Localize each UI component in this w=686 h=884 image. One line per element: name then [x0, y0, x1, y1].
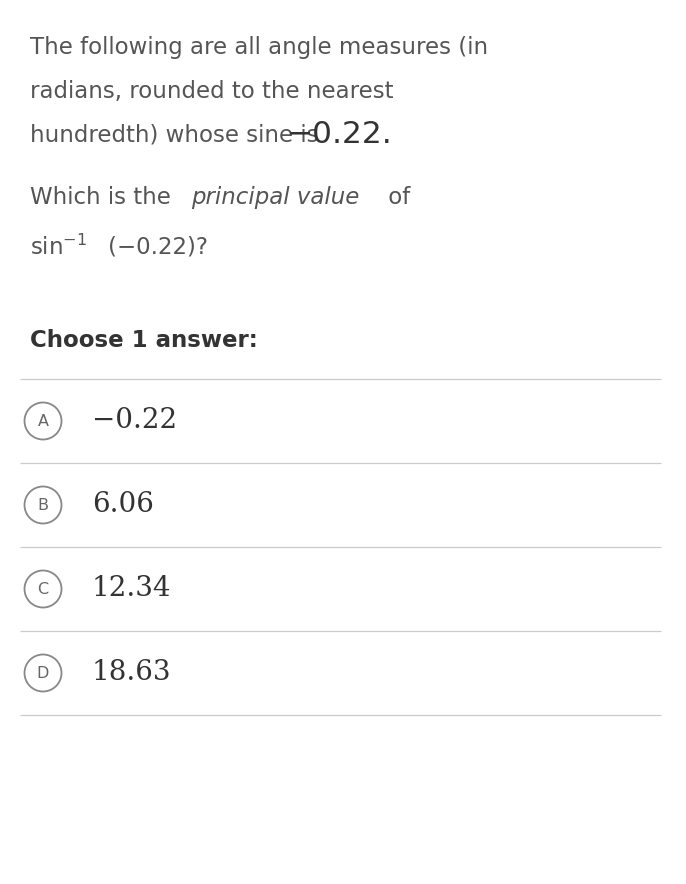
Text: radians, rounded to the nearest: radians, rounded to the nearest [30, 80, 394, 103]
Text: 18.63: 18.63 [92, 659, 172, 687]
Text: C: C [38, 582, 49, 597]
Text: −0.22.: −0.22. [287, 120, 393, 149]
Text: B: B [38, 498, 49, 513]
Text: −0.22: −0.22 [92, 408, 177, 435]
Text: of: of [381, 186, 410, 209]
Text: 12.34: 12.34 [92, 575, 172, 603]
Text: $\mathrm{sin}^{-1}$: $\mathrm{sin}^{-1}$ [30, 235, 87, 260]
Text: D: D [37, 666, 49, 681]
Text: Which is the: Which is the [30, 186, 178, 209]
Text: hundredth) whose sine is: hundredth) whose sine is [30, 124, 326, 147]
Text: 6.06: 6.06 [92, 492, 154, 519]
Text: The following are all angle measures (in: The following are all angle measures (in [30, 36, 488, 59]
Text: (−0.22)?: (−0.22)? [108, 235, 208, 258]
Text: A: A [38, 414, 49, 429]
Text: principal value: principal value [191, 186, 360, 209]
Text: Choose 1 answer:: Choose 1 answer: [30, 329, 258, 352]
